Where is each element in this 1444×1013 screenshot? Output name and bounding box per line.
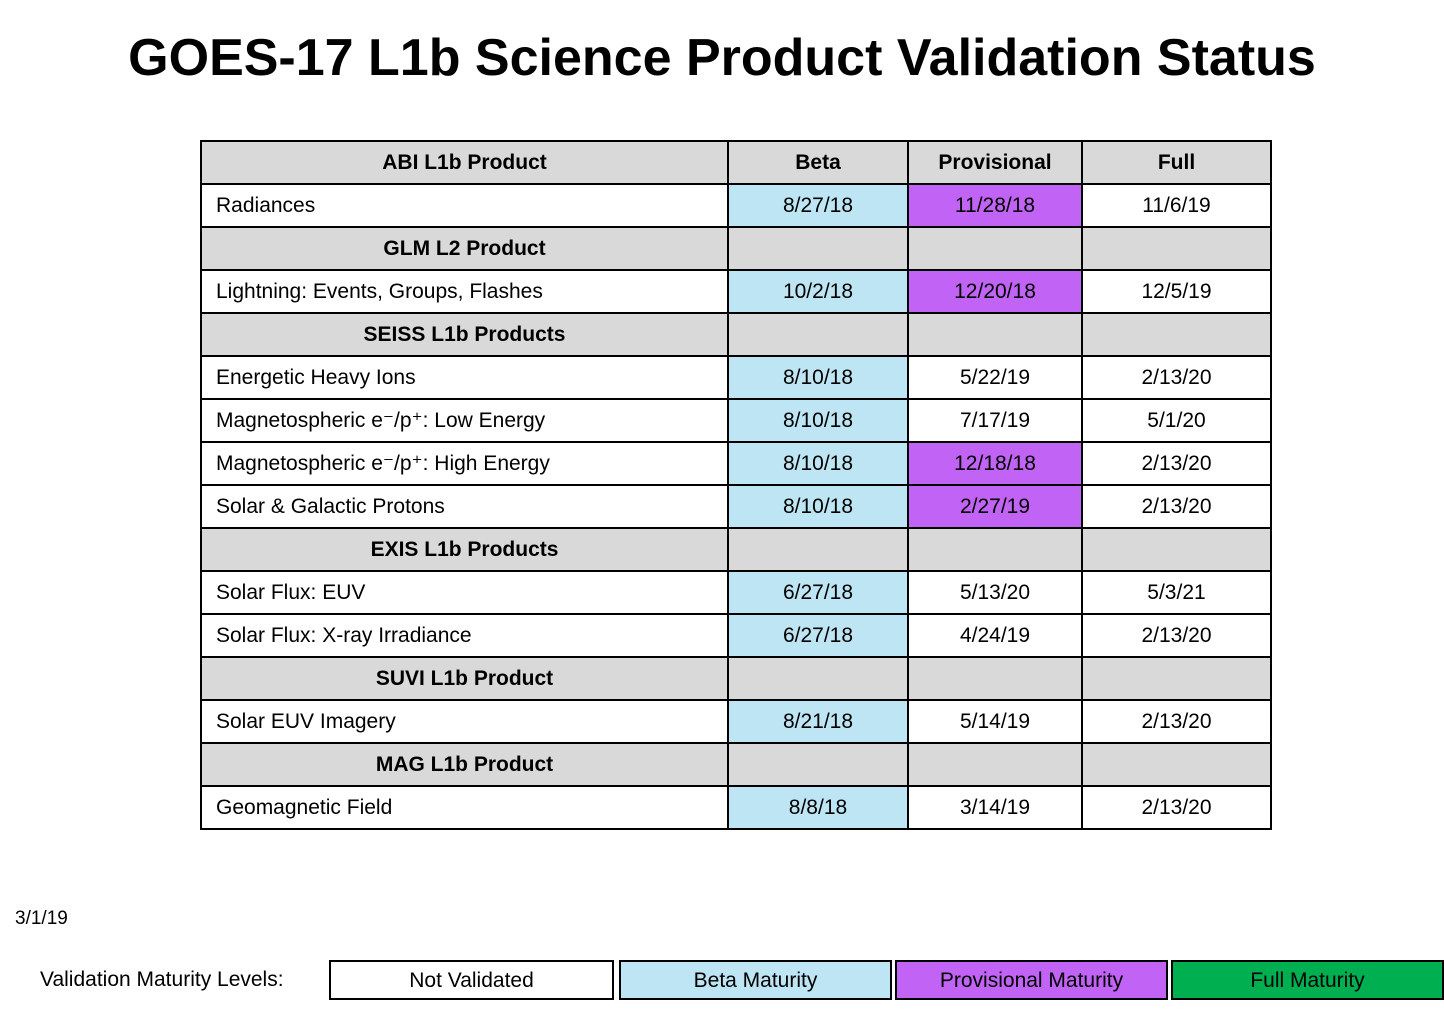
table-row: Solar EUV Imagery 8/21/18 5/14/19 2/13/20: [200, 699, 1272, 744]
full-date-cell: 2/13/20: [1081, 699, 1272, 744]
group-header-empty-cell: [1081, 742, 1272, 787]
product-name-cell: Solar Flux: EUV: [200, 570, 729, 615]
group-header-empty-cell: [1081, 226, 1272, 271]
beta-date-cell: 8/10/18: [727, 355, 909, 400]
product-name-cell: Lightning: Events, Groups, Flashes: [200, 269, 729, 314]
table-row: Magnetospheric e⁻/p⁺: High Energy 8/10/18…: [200, 441, 1272, 486]
full-date-cell: 5/3/21: [1081, 570, 1272, 615]
provisional-date-cell: 5/22/19: [907, 355, 1083, 400]
group-header-empty-cell: [727, 656, 909, 701]
group-header-empty-cell: [1081, 312, 1272, 357]
group-header-empty-cell: [907, 742, 1083, 787]
beta-date-cell: 10/2/18: [727, 269, 909, 314]
provisional-date-cell: 5/14/19: [907, 699, 1083, 744]
full-date-cell: 5/1/20: [1081, 398, 1272, 443]
group-header-label: GLM L2 Product: [200, 226, 729, 271]
document-date: 3/1/19: [15, 908, 68, 929]
provisional-date-cell: 12/20/18: [907, 269, 1083, 314]
table-row: Solar Flux: X-ray Irradiance 6/27/18 4/24/…: [200, 613, 1272, 658]
group-header-row: SEISS L1b Products: [200, 312, 1272, 357]
group-header-empty-cell: [1081, 656, 1272, 701]
group-header-label: EXIS L1b Products: [200, 527, 729, 572]
product-name-cell: Radiances: [200, 183, 729, 228]
product-name-cell: Energetic Heavy Ions: [200, 355, 729, 400]
beta-date-cell: 8/8/18: [727, 785, 909, 830]
legend-beta-maturity: Beta Maturity: [619, 960, 892, 1000]
provisional-date-cell: 12/18/18: [907, 441, 1083, 486]
legend-provisional-maturity: Provisional Maturity: [895, 960, 1168, 1000]
product-name-cell: Magnetospheric e⁻/p⁺: High Energy: [200, 441, 729, 486]
table-row: Magnetospheric e⁻/p⁺: Low Energy 8/10/18 7…: [200, 398, 1272, 443]
full-date-cell: 2/13/20: [1081, 613, 1272, 658]
group-header-empty-cell: [727, 742, 909, 787]
table-row: Geomagnetic Field 8/8/18 3/14/19 2/13/20: [200, 785, 1272, 830]
full-date-cell: 11/6/19: [1081, 183, 1272, 228]
page-title: GOES-17 L1b Science Product Validation S…: [128, 29, 1316, 87]
table-row: Solar & Galactic Protons 8/10/18 2/27/19 2/…: [200, 484, 1272, 529]
provisional-date-cell: 3/14/19: [907, 785, 1083, 830]
legend-label: Validation Maturity Levels:: [40, 968, 284, 991]
product-name-cell: Solar & Galactic Protons: [200, 484, 729, 529]
product-name-cell: Magnetospheric e⁻/p⁺: Low Energy: [200, 398, 729, 443]
beta-date-cell: 8/27/18: [727, 183, 909, 228]
provisional-date-cell: 4/24/19: [907, 613, 1083, 658]
group-header-empty-cell: [727, 226, 909, 271]
beta-date-cell: 6/27/18: [727, 570, 909, 615]
full-date-cell: 2/13/20: [1081, 441, 1272, 486]
group-header-empty-cell: [907, 527, 1083, 572]
group-header-row: SUVI L1b Product: [200, 656, 1272, 701]
full-date-cell: 2/13/20: [1081, 484, 1272, 529]
column-header-product: ABI L1b Product: [200, 140, 729, 185]
group-header-empty-cell: [907, 312, 1083, 357]
group-header-empty-cell: [727, 527, 909, 572]
table-row: Lightning: Events, Groups, Flashes 10/2/1…: [200, 269, 1272, 314]
table-header-row: ABI L1b Product Beta Provisional Full: [200, 140, 1272, 185]
provisional-date-cell: 7/17/19: [907, 398, 1083, 443]
group-header-label: SEISS L1b Products: [200, 312, 729, 357]
column-header-beta: Beta: [727, 140, 909, 185]
product-name-cell: Geomagnetic Field: [200, 785, 729, 830]
table-row: Energetic Heavy Ions 8/10/18 5/22/19 2/13/2…: [200, 355, 1272, 400]
product-name-cell: Solar Flux: X-ray Irradiance: [200, 613, 729, 658]
legend-full-maturity: Full Maturity: [1171, 960, 1444, 1000]
table-row: Radiances 8/27/18 11/28/18 11/6/19: [200, 183, 1272, 228]
full-date-cell: 2/13/20: [1081, 355, 1272, 400]
group-header-empty-cell: [727, 312, 909, 357]
beta-date-cell: 8/10/18: [727, 441, 909, 486]
column-header-full: Full: [1081, 140, 1272, 185]
beta-date-cell: 6/27/18: [727, 613, 909, 658]
group-header-empty-cell: [1081, 527, 1272, 572]
group-header-row: MAG L1b Product: [200, 742, 1272, 787]
beta-date-cell: 8/10/18: [727, 398, 909, 443]
product-name-cell: Solar EUV Imagery: [200, 699, 729, 744]
table-row: Solar Flux: EUV 6/27/18 5/13/20 5/3/21: [200, 570, 1272, 615]
provisional-date-cell: 5/13/20: [907, 570, 1083, 615]
provisional-date-cell: 2/27/19: [907, 484, 1083, 529]
validation-table: ABI L1b Product Beta Provisional Full Ra…: [200, 140, 1272, 830]
group-header-label: MAG L1b Product: [200, 742, 729, 787]
column-header-provisional: Provisional: [907, 140, 1083, 185]
group-header-empty-cell: [907, 226, 1083, 271]
beta-date-cell: 8/10/18: [727, 484, 909, 529]
provisional-date-cell: 11/28/18: [907, 183, 1083, 228]
legend-not-validated: Not Validated: [329, 960, 614, 1000]
full-date-cell: 12/5/19: [1081, 269, 1272, 314]
group-header-label: SUVI L1b Product: [200, 656, 729, 701]
group-header-empty-cell: [907, 656, 1083, 701]
group-header-row: GLM L2 Product: [200, 226, 1272, 271]
group-header-row: EXIS L1b Products: [200, 527, 1272, 572]
beta-date-cell: 8/21/18: [727, 699, 909, 744]
full-date-cell: 2/13/20: [1081, 785, 1272, 830]
